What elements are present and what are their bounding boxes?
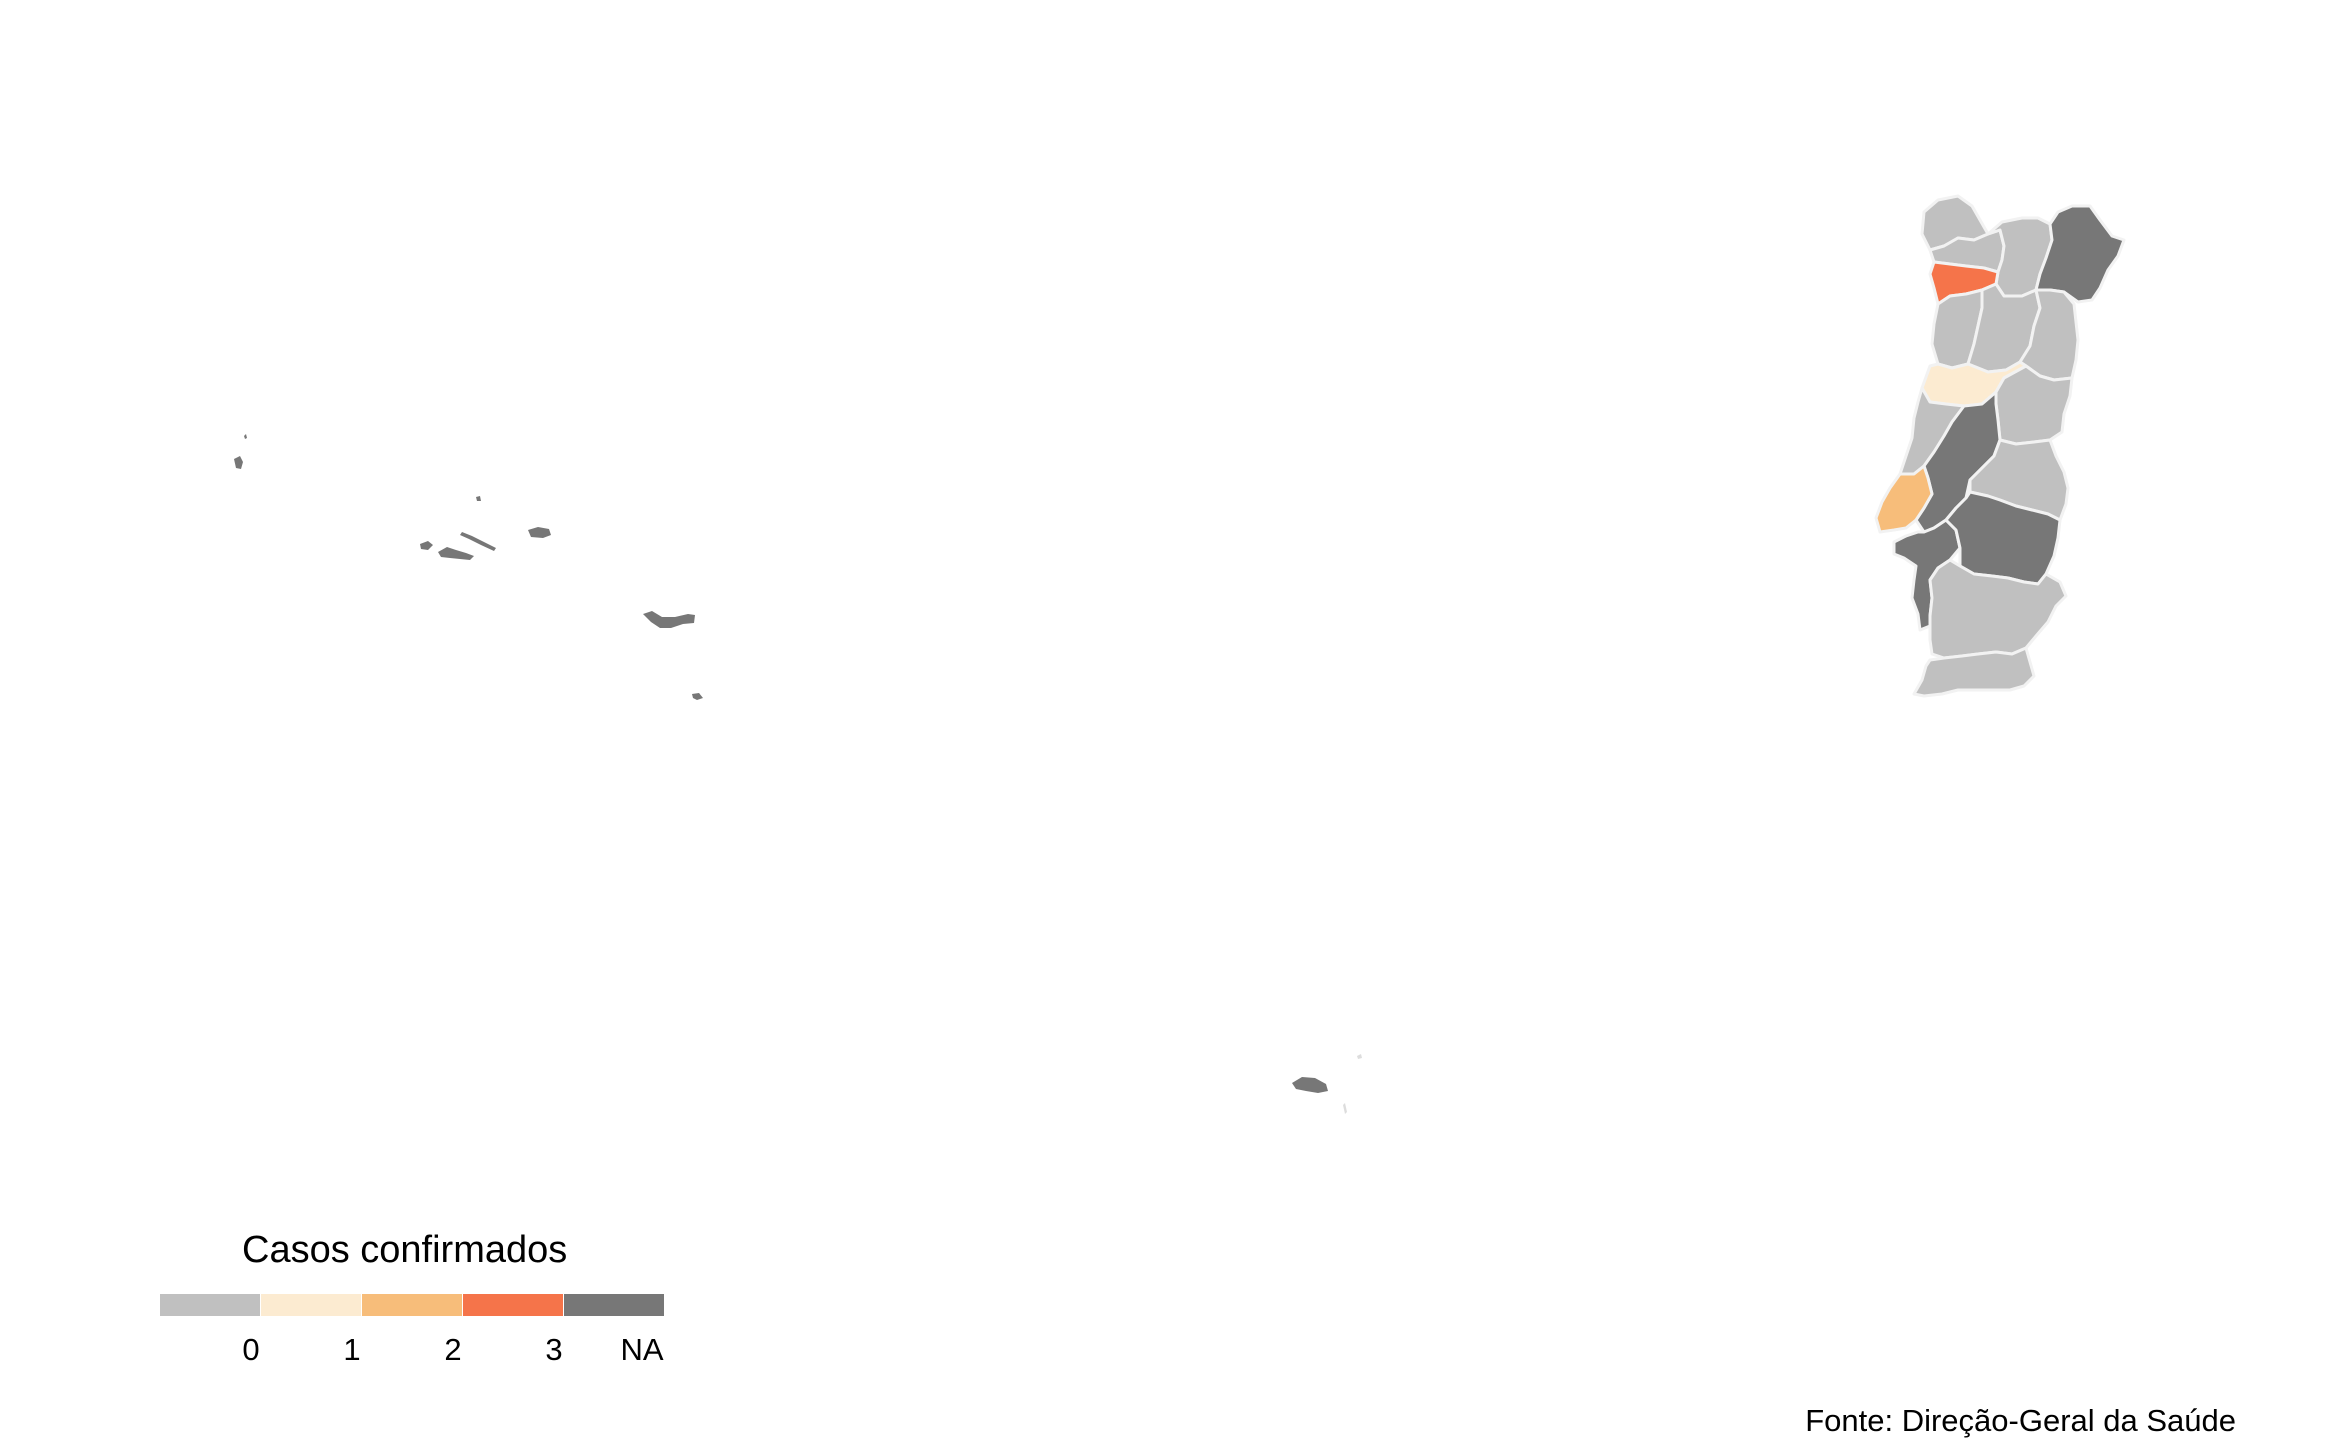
region-lisboa	[1874, 464, 1934, 534]
island-faial	[420, 541, 433, 550]
island-madeira	[1292, 1077, 1328, 1093]
island-desertas	[1343, 1103, 1347, 1114]
madeira-islands	[1292, 1054, 1362, 1114]
legend-swatch	[463, 1294, 563, 1316]
island-sao-jorge	[460, 532, 496, 551]
legend-swatch	[564, 1294, 664, 1316]
legend-label: 1	[343, 1332, 361, 1367]
island-corvo	[244, 434, 247, 439]
legend-label: 2	[444, 1332, 462, 1367]
legend-label: 0	[242, 1332, 260, 1367]
island-terceira	[528, 527, 551, 538]
mainland-districts	[1874, 194, 2126, 698]
legend-swatch	[160, 1294, 260, 1316]
legend-title: Casos confirmados	[242, 1229, 568, 1271]
region-beja	[1928, 558, 2068, 660]
region-faro	[1912, 646, 2036, 698]
island-graciosa	[476, 496, 481, 501]
island-sao-miguel	[643, 611, 695, 628]
region-braganca	[2034, 204, 2126, 304]
island-pico	[438, 547, 474, 560]
legend: Casos confirmados 0 1 2 3 NA	[160, 1228, 680, 1368]
source-caption: Fonte: Direção-Geral da Saúde	[1805, 1403, 2236, 1438]
legend-label-na: NA	[620, 1332, 664, 1367]
legend-label: 3	[545, 1332, 563, 1367]
island-santa-maria	[692, 693, 703, 700]
island-flores	[234, 456, 243, 469]
legend-swatch	[362, 1294, 462, 1316]
island-porto-santo	[1357, 1054, 1362, 1059]
azores-islands	[234, 434, 703, 700]
legend-swatch	[261, 1294, 361, 1316]
